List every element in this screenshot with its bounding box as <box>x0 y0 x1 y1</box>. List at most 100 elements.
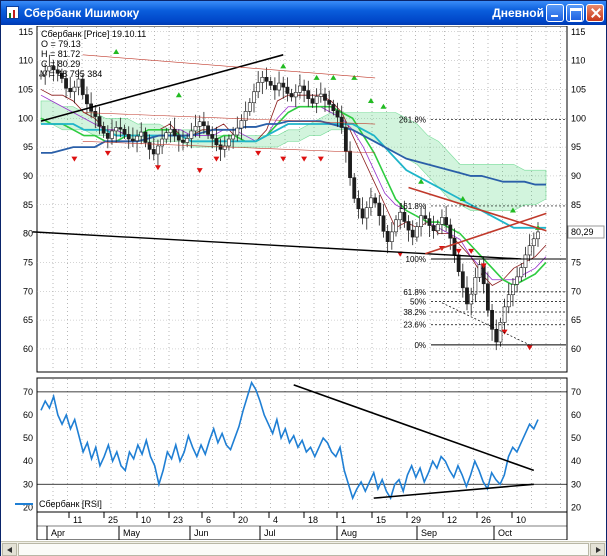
close-value: C = 80.29 <box>41 59 80 69</box>
scroll-thumb[interactable] <box>18 543 589 556</box>
fib-level-label: 23.6% <box>403 321 426 330</box>
price-y-tick-right: 75 <box>571 257 581 267</box>
candle-body <box>243 111 248 121</box>
candle-body <box>59 72 64 79</box>
candle-body <box>168 128 173 133</box>
candle-body <box>151 149 156 155</box>
candle-body <box>247 102 252 112</box>
x-day-label: 29 <box>411 515 421 525</box>
candle-body <box>511 284 515 296</box>
rsi-legend-label: Сбербанк [RSI] <box>39 499 102 509</box>
fractal-up-arrow-icon <box>313 74 320 80</box>
candle-body <box>452 237 457 256</box>
support-trend-line <box>32 231 522 260</box>
scroll-right-arrow-icon[interactable] <box>590 543 605 556</box>
candle-body <box>360 208 365 219</box>
red-channel-line <box>82 112 376 125</box>
candle-body <box>55 69 60 74</box>
price-y-tick-left: 85 <box>23 200 33 210</box>
x-day-label: 10 <box>516 515 526 525</box>
fractal-down-arrow-icon <box>154 165 161 171</box>
price-y-tick-left: 100 <box>18 113 33 123</box>
candle-body <box>398 211 403 221</box>
candle-body <box>385 230 390 242</box>
rsi-y-tick-right: 40 <box>571 456 581 466</box>
x-day-label: 10 <box>141 515 151 525</box>
price-y-tick-left: 115 <box>19 27 33 37</box>
x-month-label: Sep <box>421 528 437 538</box>
candle-body <box>293 92 298 98</box>
candle-body <box>343 127 348 152</box>
price-header: Сбербанк [Price] 19.10.11 O = 79.13 H = … <box>41 29 146 79</box>
candle-body <box>435 224 440 232</box>
candle-body <box>494 329 499 343</box>
candle-body <box>130 138 135 142</box>
price-y-tick-right: 100 <box>571 113 586 123</box>
rsi-y-tick-left: 70 <box>23 387 33 397</box>
price-y-tick-left: 65 <box>23 315 33 325</box>
fractal-down-arrow-icon <box>526 345 533 351</box>
fractal-up-arrow-icon <box>175 92 182 98</box>
candle-body <box>64 78 68 89</box>
fib-level-label: 161.8% <box>399 202 426 211</box>
candle-body <box>502 306 507 323</box>
price-y-tick-right: 65 <box>571 315 581 325</box>
minimize-button[interactable] <box>546 4 564 22</box>
price-y-tick-left: 75 <box>23 257 33 267</box>
candle-body <box>156 145 160 155</box>
candle-body <box>256 82 261 93</box>
rsi-y-tick-right: 20 <box>571 502 581 512</box>
title-bar[interactable]: Сбербанк Ишимоку Дневной <box>1 1 606 25</box>
candle-body <box>414 226 419 238</box>
price-y-tick-right: 115 <box>571 27 585 37</box>
candle-body <box>252 91 256 103</box>
candle-body <box>427 218 432 226</box>
fib-level-label: 38.2% <box>403 308 426 317</box>
rsi-y-tick-left: 40 <box>23 456 33 466</box>
price-y-tick-right: 70 <box>571 286 581 296</box>
candle-body <box>331 104 336 112</box>
candle-body <box>381 215 386 232</box>
candle-body <box>448 224 453 239</box>
chart-area[interactable]: 261.8%161.8%100%61.8%50%38.2%23.6%0% 115… <box>1 26 606 540</box>
price-y-tick-left: 95 <box>23 142 33 152</box>
fractal-down-arrow-icon <box>501 329 508 335</box>
fractal-down-arrow-icon <box>468 248 475 254</box>
scroll-left-arrow-icon[interactable] <box>2 543 17 556</box>
candle-body <box>310 98 315 104</box>
x-day-label: 11 <box>73 515 82 525</box>
fractal-down-arrow-icon <box>104 150 111 156</box>
candle-body <box>431 225 436 232</box>
candle-body <box>268 81 273 86</box>
rsi-panel[interactable] <box>36 377 568 513</box>
fractal-down-arrow-icon <box>213 156 220 162</box>
price-y-axis: 1151151101101051051001009595909085858080… <box>18 27 586 354</box>
fractal-up-arrow-icon <box>351 74 358 80</box>
candle-body <box>339 116 344 128</box>
timeframe-label[interactable]: Дневной <box>492 6 544 20</box>
price-y-tick-left: 105 <box>18 84 33 94</box>
maximize-button[interactable] <box>566 4 584 22</box>
candle-body <box>490 309 494 330</box>
candle-body <box>80 78 85 95</box>
candle-body <box>348 150 352 178</box>
candle-body <box>364 207 369 219</box>
line-ma-slow <box>41 120 546 186</box>
candle-body <box>147 142 152 150</box>
fractal-down-arrow-icon <box>317 156 324 162</box>
candle-body <box>423 215 428 219</box>
x-day-label: 23 <box>173 515 183 525</box>
x-month-label: May <box>123 528 141 538</box>
candle-body <box>227 138 231 147</box>
fractal-up-arrow-icon <box>459 196 466 201</box>
candle-body <box>272 85 277 91</box>
close-button[interactable] <box>586 4 604 22</box>
last-price-label: 80,29 <box>571 227 594 237</box>
candle-body <box>477 264 482 278</box>
candle-body <box>110 130 114 139</box>
x-month-label: Apr <box>51 528 65 538</box>
candle-body <box>118 127 123 130</box>
candle-body <box>285 86 290 94</box>
horizontal-scrollbar[interactable] <box>1 541 606 556</box>
fractal-up-arrow-icon <box>380 103 387 109</box>
